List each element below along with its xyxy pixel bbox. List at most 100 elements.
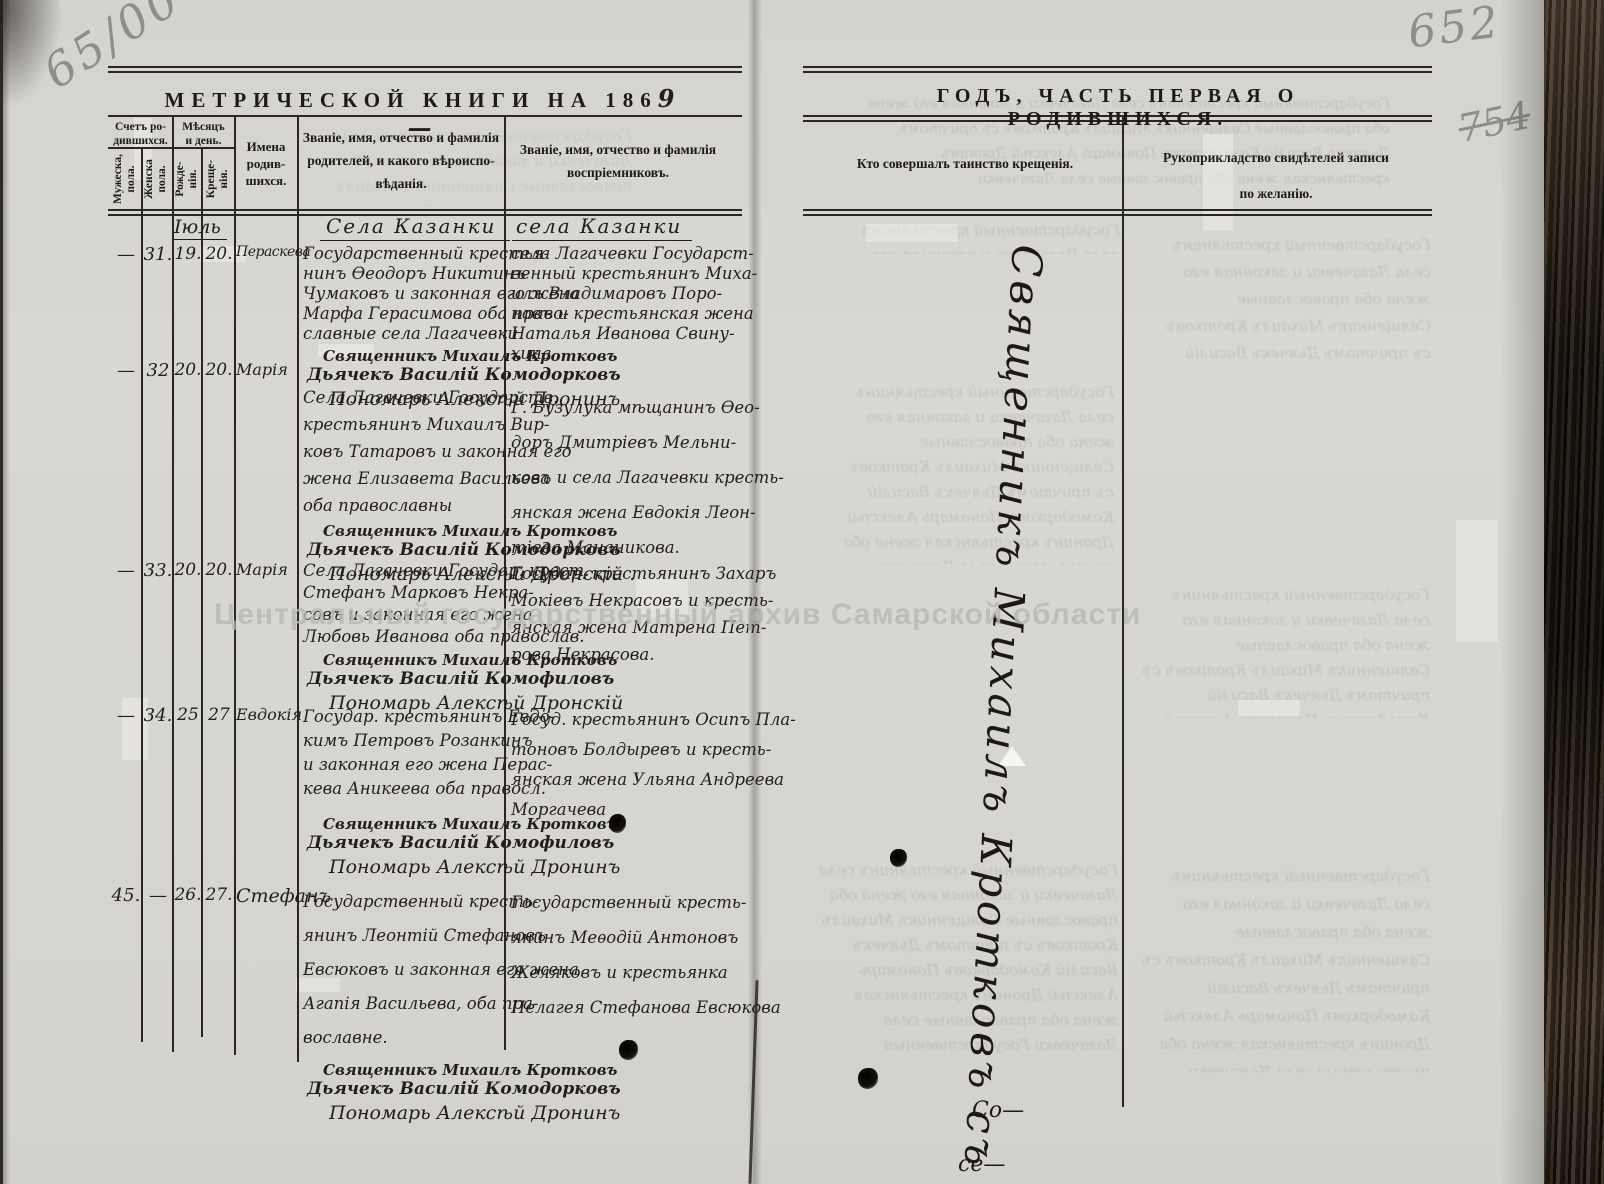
light-patch [866,224,958,242]
ink-blot [890,849,907,867]
parents-text: Государ. крестьянинъ Евдо-кимъ Петровъ Р… [303,707,556,798]
cell-female-count: 34. [143,705,173,726]
cell-female-count: — [149,885,167,906]
cell-parents: Государственный кресть-янинъ Леонтій Сте… [303,885,621,1124]
table-border-top [108,66,742,73]
gutter-shadow [748,0,762,1184]
column-line [504,115,506,1050]
register-body: Іюль Села Казанки села Казанки — 31. 19.… [110,214,796,1124]
cell-male-count: — [117,244,135,265]
register-row: — 34. 25 27 Евдокія Государ. крестьянинъ… [110,701,796,881]
ink-blot [609,814,626,833]
cell-baptism-day: 20. [205,244,233,264]
cell-child-name: Евдокія [236,705,303,724]
register-row: — 33. 20. 20. Марія Села Лагачевки Госуд… [110,556,777,714]
light-patch [134,118,152,180]
month-heading: Іюль [172,216,227,240]
ink-blot [619,1040,638,1060]
cell-parents: Села Лагачевки Государ. крест. Стефанъ Ма… [303,560,623,714]
bleed-through-block: Государственный крестьянинъ села Лагачев… [843,383,1114,565]
light-patch [1456,520,1498,642]
cell-female-count: 32 [146,360,170,381]
binding-shadow [1500,0,1544,1184]
title-underline [803,115,1432,122]
parents-text: Села Лагачевки Государств. крестьянинъ Ми… [303,388,572,515]
cell-child-name: Пераскева [236,244,311,260]
cell-male-count: — [117,560,135,581]
header-bottom-line [108,209,742,216]
cell-parents: Государ. крестьянинъ Евдо-кимъ Петровъ Р… [303,705,621,878]
parents-text: Государственный кресть-янинъ Леонтій Сте… [303,892,579,1047]
cell-godparents: села Лагачевки Государст-венный крестьян… [511,244,758,363]
village-heading-parents: Села Казанки [320,214,511,241]
cell-child-name: Стефанъ [236,885,332,907]
col-header-month-day: Мѣсяцъ и день. [182,121,225,147]
light-patch [296,978,340,992]
clergy-signatures: Священникъ Михаилъ Кротковъ Дьячекъ Васил… [307,815,621,878]
page-title: МЕТРИЧЕСКОЙ КНИГИ НА 1869 — [160,84,680,142]
cell-male-count: 45. [111,885,141,906]
cell-baptism-day: 20. [205,360,233,380]
scan-edge-left [0,0,10,1184]
parents-text: Государственный крестья-нинъ Ѳеодоръ Ник… [303,244,580,343]
cell-child-name: Марія [236,360,288,379]
cell-male-count: — [117,705,135,726]
column-line [141,147,143,1042]
page-title: ГОДЪ, ЧАСТЬ ПЕРВАЯ О РОДИВШИХСЯ. [936,85,1300,130]
light-patch [636,578,688,618]
column-line [201,147,203,1037]
col-header-officiant: Кто совершалъ таинство крещенія. [856,156,1074,171]
village-heading-godparents: села Казанки [512,214,693,241]
table-border-top [803,66,1432,73]
archive-watermark: Центральный государственный архив Самарс… [214,598,1142,631]
cell-birth-day: 25 [177,705,199,725]
bleed-through-block: Государственный крестьянинъ села Лагачев… [1142,867,1430,1072]
cell-birth-day: 19. [174,244,202,264]
column-line [297,115,299,1062]
bleed-through-block: Государственный крестьянинъ села Лагачев… [1164,236,1431,372]
clergy-signatures: Священникъ Михаилъ Кротковъ Дьячекъ Васил… [307,1061,621,1124]
cell-female-count: 31. [143,244,173,265]
register-row: 45. — 26. 27. Стефанъ Государственный кр… [110,881,781,1124]
header-bottom-line [803,209,1432,216]
cell-baptism-day: 20. [205,560,233,580]
cell-child-name: Марія [236,560,288,579]
register-row: — 32 20. 20. Марія Села Лагачевки Госуда… [110,356,784,585]
register-row: — 31. 19. 20. Пераскева Государственный … [110,240,757,410]
light-patch [1238,700,1300,716]
title-underline [108,115,742,117]
col-header-female: Женска пола. [143,159,168,199]
col-header-names: Имена родив- шихся. [245,139,287,188]
cell-birth-day: 20. [174,360,202,380]
stray-mark: Со— [972,1098,1025,1123]
col-header-parents: Званіе, имя, отчество и фамилія родителе… [302,130,500,191]
col-header-count: Счетъ ро- дившихся. [113,121,168,147]
cell-birth-day: 26. [174,885,202,905]
column-line [172,115,174,1052]
cell-parents: Села Лагачевки Государств. крестьянинъ Ми… [303,360,635,585]
title-handwritten-year: 9 — [407,84,676,142]
cell-female-count: 33. [143,560,173,581]
cell-godparents: Государственный кресть-янинъ Меѳодій Ант… [511,893,781,1017]
cell-godparents: Государ. крестьянинъ Захаръ Мокіевъ Некра… [511,564,777,664]
light-patch [122,698,148,760]
column-line [1122,115,1124,1107]
binding-strip-shading [1544,0,1604,1184]
month-band: Іюль Села Казанки села Казанки [110,214,742,241]
cell-baptism-day: 27. [205,885,233,905]
col-header-godparents: Званіе, имя, отчество и фамилія воспріем… [519,142,717,180]
col-header-born: Рожде- нія. [174,161,199,197]
cell-male-count: — [117,360,135,381]
cell-birth-day: 20. [174,560,202,580]
ink-blot [858,1068,878,1089]
column-line [234,115,236,1055]
col-header-baptized: Креще- нія. [205,159,230,199]
stray-mark: се— [958,1152,1006,1177]
light-patch [318,344,374,357]
col-header-witnesses: Рукоприкладство свидѣтелей записи по жел… [1163,150,1389,201]
subheader-line [108,147,235,149]
register-rows: — 31. 19. 20. Пераскева Государственный … [110,240,796,1124]
cell-godparents: Госуд. крестьянинъ Осипъ Пла-тоновъ Болд… [511,710,796,819]
